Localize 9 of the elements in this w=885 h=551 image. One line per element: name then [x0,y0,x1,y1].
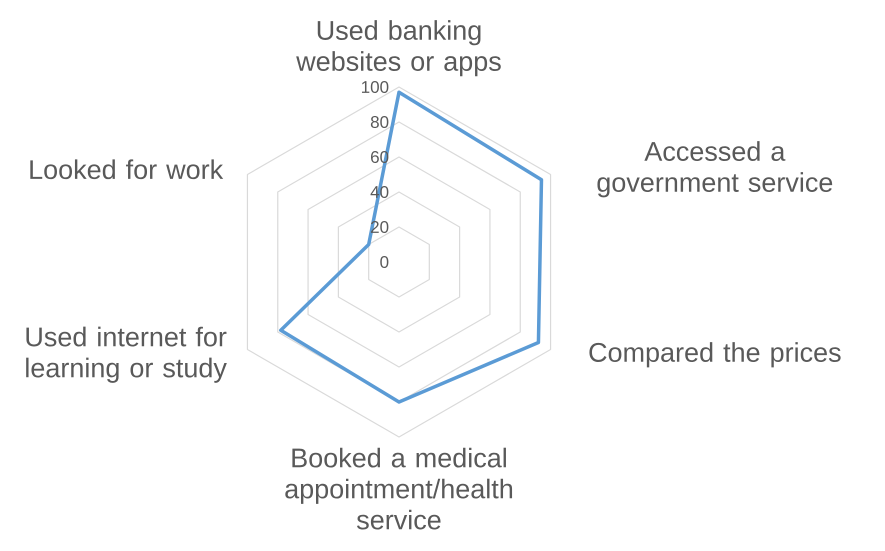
spoke-label: Booked a medical appointment/health service [285,448,512,530]
spoke-label: Looked for work [30,159,224,180]
spoke-label: Compared the prices [589,342,841,368]
spoke-label: Used internet for learning or study [26,326,227,383]
y-tick-label: 0 [380,256,388,268]
y-tick-label: 80 [370,116,388,128]
spoke-label: Accessed a government service [597,141,832,198]
spoke-label: Used banking websites or apps [296,20,501,76]
y-tick-label: 100 [362,80,388,94]
